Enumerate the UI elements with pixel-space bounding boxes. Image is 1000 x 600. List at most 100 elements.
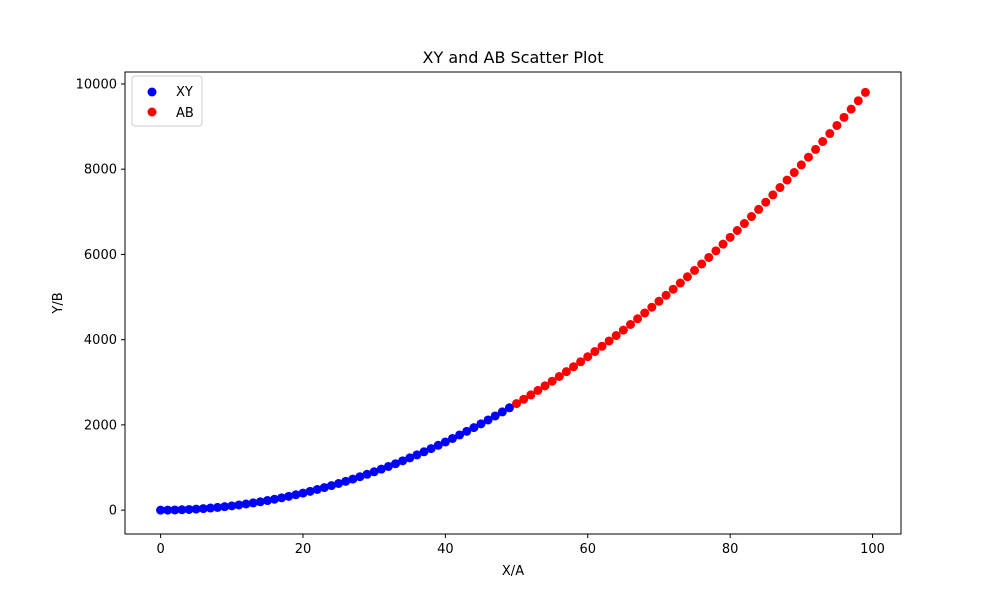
data-point-ab (746, 212, 756, 222)
data-point-ab (825, 129, 835, 139)
data-point-ab (803, 152, 813, 162)
data-point-xy (255, 497, 265, 507)
data-point-ab (512, 399, 522, 409)
x-tick-label: 80 (722, 542, 739, 557)
data-point-ab (725, 232, 735, 242)
data-point-xy (369, 467, 379, 477)
y-tick-label: 4000 (84, 333, 117, 348)
legend-label-xy: XY (176, 85, 193, 100)
data-point-xy (391, 459, 401, 469)
plot-area (124, 71, 902, 535)
data-point-ab (818, 137, 828, 147)
data-point-xy (341, 476, 351, 486)
legend-marker-xy (147, 87, 157, 97)
data-point-ab (732, 226, 742, 236)
data-point-xy (156, 505, 166, 515)
data-point-xy (170, 505, 180, 515)
data-point-xy (227, 501, 237, 511)
data-point-xy (334, 478, 344, 488)
y-axis-ticks: 0 2000 4000 6000 8000 10000 (76, 77, 125, 519)
data-point-ab (625, 319, 635, 329)
legend: XY AB (131, 75, 203, 127)
data-point-xy (305, 486, 315, 496)
data-point-ab (846, 104, 856, 114)
x-axis-label: X/A (502, 564, 524, 579)
chart-title: XY and AB Scatter Plot (423, 48, 604, 67)
data-point-xy (248, 498, 258, 508)
data-point-xy (447, 433, 457, 443)
data-point-xy (383, 461, 393, 471)
data-point-xy (455, 430, 465, 440)
data-point-ab (739, 219, 749, 229)
x-tick-label: 40 (437, 542, 454, 557)
data-point-ab (647, 302, 657, 312)
x-axis-ticks: 0 20 40 60 80 100 (156, 534, 885, 557)
data-point-xy (270, 494, 280, 504)
data-point-ab (611, 331, 621, 341)
data-point-xy (476, 419, 486, 429)
data-point-xy (398, 456, 408, 466)
data-point-ab (569, 362, 579, 372)
data-point-ab (811, 144, 821, 154)
data-point-ab (796, 160, 806, 170)
series-xy (156, 403, 514, 515)
legend-marker-ab (147, 107, 157, 117)
data-point-xy (426, 444, 436, 454)
x-tick-label: 100 (860, 542, 885, 557)
data-point-xy (440, 437, 450, 447)
legend-label-ab: AB (176, 106, 194, 121)
data-point-xy (205, 503, 215, 513)
data-point-ab (682, 272, 692, 282)
data-point-ab (690, 265, 700, 275)
data-point-ab (711, 246, 721, 256)
data-point-xy (213, 502, 223, 512)
data-point-xy (469, 423, 479, 433)
data-point-ab (761, 197, 771, 207)
data-point-xy (483, 415, 493, 425)
data-point-ab (547, 376, 557, 386)
data-point-ab (661, 290, 671, 300)
data-point-xy (220, 502, 230, 512)
data-point-ab (853, 96, 863, 106)
data-point-xy (262, 496, 272, 506)
data-point-xy (376, 464, 386, 474)
data-point-ab (832, 120, 842, 130)
x-tick-label: 20 (295, 542, 312, 557)
data-point-ab (754, 204, 764, 214)
data-point-ab (540, 381, 550, 391)
data-point-xy (348, 474, 358, 484)
data-point-xy (312, 485, 322, 495)
data-point-xy (291, 490, 301, 500)
data-point-ab (533, 385, 543, 395)
data-point-xy (184, 504, 194, 514)
data-point-ab (604, 336, 614, 346)
data-point-ab (775, 183, 785, 193)
data-point-ab (718, 239, 728, 249)
data-point-xy (326, 481, 336, 491)
data-point-ab (704, 252, 714, 262)
series-ab (512, 87, 870, 409)
data-point-xy (241, 499, 251, 509)
data-point-xy (419, 447, 429, 457)
data-point-ab (768, 190, 778, 200)
data-point-ab (640, 308, 650, 318)
data-point-ab (554, 371, 564, 381)
data-point-xy (412, 450, 422, 460)
data-point-xy (298, 488, 308, 498)
x-tick-label: 60 (579, 542, 596, 557)
data-point-ab (789, 168, 799, 178)
y-tick-label: 8000 (84, 163, 117, 178)
data-point-ab (675, 278, 685, 288)
data-point-ab (697, 259, 707, 269)
data-point-xy (355, 472, 365, 482)
data-point-xy (462, 426, 472, 436)
y-tick-label: 2000 (84, 418, 117, 433)
data-point-xy (497, 407, 507, 417)
data-points (156, 87, 870, 515)
data-point-ab (668, 284, 678, 294)
data-point-ab (576, 357, 586, 367)
data-point-ab (597, 341, 607, 351)
data-point-xy (198, 504, 208, 514)
